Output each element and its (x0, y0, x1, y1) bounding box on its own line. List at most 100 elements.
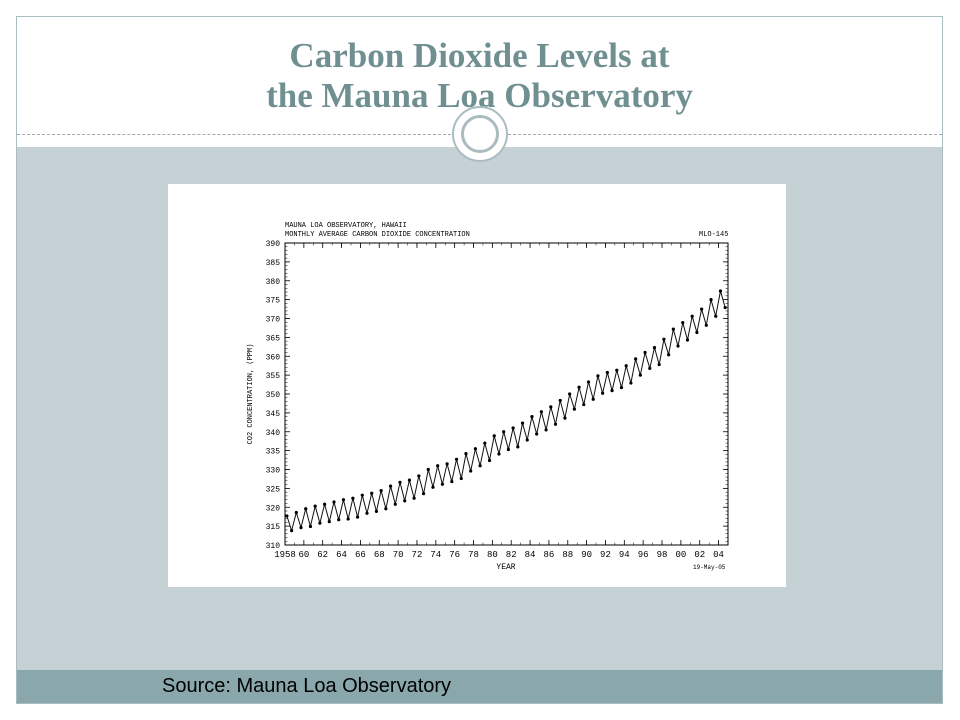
co2-data-point (563, 416, 567, 420)
co2-data-point (638, 373, 642, 377)
co2-data-point (629, 381, 633, 385)
co2-data-point (502, 430, 506, 434)
y-tick-label: 350 (266, 391, 281, 400)
co2-data-point (577, 385, 581, 389)
chart-header-line-2: MONTHLY AVERAGE CARBON DIOXIDE CONCENTRA… (285, 231, 470, 239)
y-axis-label: CO2 CONCENTRATION, (PPM) (247, 344, 255, 445)
x-tick-label: 74 (430, 550, 441, 560)
co2-data-point (393, 502, 397, 506)
co2-data-point (299, 526, 303, 530)
y-tick-label: 355 (266, 372, 281, 381)
x-tick-label: 86 (544, 550, 555, 560)
co2-data-point (544, 428, 548, 432)
co2-data-point (487, 458, 492, 463)
co2-data-point (398, 480, 402, 484)
co2-data-point (619, 385, 624, 390)
co2-data-point (634, 357, 638, 361)
co2-data-point (539, 410, 543, 414)
x-axis-label: YEAR (496, 563, 515, 572)
co2-data-point (714, 314, 718, 318)
co2-data-point (667, 353, 671, 357)
co2-data-point (511, 426, 515, 430)
co2-data-point (454, 457, 459, 461)
co2-data-point (690, 314, 694, 318)
y-tick-label: 315 (266, 523, 281, 532)
x-tick-label: 00 (675, 550, 686, 560)
co2-data-point (685, 338, 690, 342)
co2-data-point (681, 321, 685, 325)
x-tick-label: 78 (468, 550, 479, 560)
co2-data-point (615, 368, 619, 372)
chart-card: MAUNA LOA OBSERVATORY, HAWAII MONTHLY AV… (168, 184, 786, 587)
y-tick-label: 380 (266, 278, 281, 287)
x-tick-label: 76 (449, 550, 460, 560)
series-layer (285, 289, 727, 533)
y-tick-label: 345 (266, 410, 281, 419)
co2-data-point (520, 421, 525, 425)
co2-data-point (723, 305, 727, 310)
x-tick-label: 96 (638, 550, 649, 560)
x-tick-label: 72 (412, 550, 423, 560)
co2-data-point (469, 469, 473, 473)
y-tick-label: 365 (266, 334, 281, 343)
co2-data-point (308, 524, 313, 529)
x-tick-label: 1958 (274, 550, 296, 560)
y-tick-label: 385 (266, 259, 281, 268)
co2-data-point (379, 489, 383, 493)
co2-data-point (332, 500, 336, 504)
co2-data-point (322, 502, 327, 506)
co2-data-point (610, 389, 614, 393)
co2-data-point (351, 496, 355, 500)
co2-data-point (370, 491, 374, 495)
co2-data-point (483, 441, 487, 445)
y-tick-label: 375 (266, 297, 281, 306)
x-tick-label: 60 (298, 550, 309, 560)
co2-data-point (525, 438, 529, 442)
co2-data-point (676, 344, 680, 348)
co2-data-point (671, 327, 675, 331)
co2-data-point (601, 391, 605, 395)
co2-data-point (346, 517, 350, 521)
co2-data-point (365, 511, 369, 515)
co2-data-point (412, 496, 416, 500)
co2-data-point (421, 492, 426, 496)
co2-data-point (506, 447, 510, 452)
co2-data-point (549, 405, 553, 409)
x-axis: 1958 60 62 64 66 68 70 72 74 76 78 80 82 84 86 88 90 92 94… (274, 243, 729, 560)
co2-data-point (535, 432, 539, 436)
x-tick-label: 84 (525, 550, 536, 560)
y-tick-label: 335 (266, 448, 281, 457)
plot-frame (284, 242, 729, 546)
co2-data-point (388, 484, 393, 488)
co2-data-point (459, 476, 463, 481)
slide-frame (16, 16, 943, 704)
y-tick-label: 325 (266, 485, 281, 494)
x-tick-label: 02 (694, 550, 705, 560)
co2-data-point (700, 307, 704, 311)
title-line-1: Carbon Dioxide Levels at (289, 36, 670, 75)
co2-data-point (327, 519, 331, 524)
co2-data-point (304, 507, 308, 511)
y-tick-label: 340 (266, 429, 281, 438)
co2-data-point (450, 479, 454, 484)
co2-series-line (286, 290, 726, 533)
chart-id: MLO-145 (699, 231, 728, 239)
y-axis: 310 315 320 325 330 335 340 345 350 355 360 365 370 3… (266, 240, 728, 551)
co2-data-point (374, 509, 379, 514)
y-tick-label: 310 (266, 542, 281, 551)
co2-data-point (553, 422, 558, 426)
co2-data-point (318, 521, 322, 525)
co2-data-point (355, 515, 360, 519)
x-tick-label: 98 (657, 550, 668, 560)
co2-data-point (431, 485, 435, 489)
co2-data-point (596, 374, 600, 378)
co2-data-point (417, 474, 421, 478)
slide-title: Carbon Dioxide Levels at the Mauna Loa O… (17, 36, 942, 116)
co2-data-point (516, 445, 520, 449)
x-tick-label: 90 (581, 550, 592, 560)
footer-band (17, 670, 942, 703)
co2-data-point (341, 498, 346, 502)
co2-data-point (360, 493, 364, 497)
co2-data-point (337, 518, 341, 522)
co2-data-point (426, 467, 430, 472)
